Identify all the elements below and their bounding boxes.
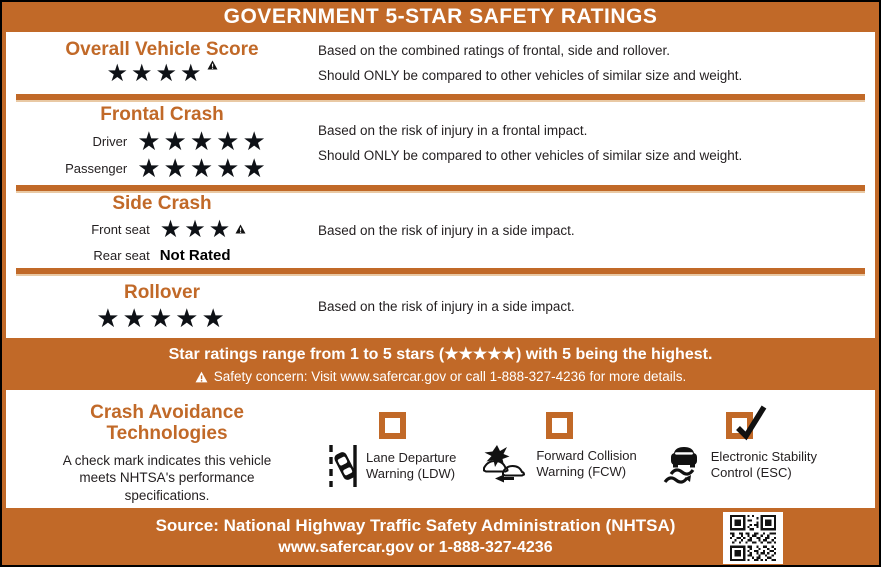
section-divider bbox=[16, 94, 865, 102]
fcw-checkbox bbox=[546, 412, 574, 439]
frontal-rows: Driver ★★★★★ Passenger ★★★★★ bbox=[55, 128, 269, 182]
forward-collision-icon bbox=[483, 445, 526, 483]
overall-stars: ★★★★ bbox=[106, 60, 205, 88]
tech-item-fcw: Forward Collision Warning (FCW) bbox=[482, 412, 637, 508]
warning-triangle-icon bbox=[195, 371, 208, 382]
section-overall-vehicle-score: Overall Vehicle Score ★★★★ Based on the … bbox=[6, 32, 875, 94]
footer-contact-line: www.safercar.gov or 1-888-327-4236 bbox=[278, 539, 553, 556]
section-divider bbox=[16, 185, 865, 193]
frontal-crash-column: Frontal Crash Driver ★★★★★ Passenger ★★★… bbox=[6, 102, 318, 185]
crash-avoidance-panel: Crash Avoidance Technologies A check mar… bbox=[2, 390, 879, 508]
fcw-label-line1: Forward Collision bbox=[536, 447, 637, 463]
rear-seat-rating-row: Rear seat Not Rated bbox=[78, 243, 247, 267]
fcw-label: Forward Collision Warning (FCW) bbox=[536, 448, 636, 481]
section-frontal-crash: Frontal Crash Driver ★★★★★ Passenger ★★★… bbox=[6, 102, 875, 185]
footer-source-line: Source: National Highway Traffic Safety … bbox=[155, 516, 676, 535]
frontal-description: Based on the risk of injury in a frontal… bbox=[318, 102, 875, 185]
side-crash-column: Side Crash Front seat ★★★ Rear seat Not … bbox=[6, 193, 318, 268]
page-title: GOVERNMENT 5-STAR SAFETY RATINGS bbox=[223, 5, 658, 28]
driver-rating-row: Driver ★★★★★ bbox=[55, 128, 269, 155]
section-divider bbox=[16, 268, 865, 276]
lane-departure-icon bbox=[329, 445, 357, 487]
rear-seat-not-rated: Not Rated bbox=[159, 246, 231, 264]
ldw-label: Lane Departure Warning (LDW) bbox=[366, 450, 456, 483]
side-title: Side Crash bbox=[112, 192, 212, 214]
fcw-label-line2: Warning (FCW) bbox=[536, 464, 627, 479]
crash-avoidance-intro: Crash Avoidance Technologies A check mar… bbox=[6, 390, 328, 508]
esc-row: Electronic Stability Control (ESC) bbox=[663, 445, 817, 485]
qr-code-pattern bbox=[730, 515, 776, 561]
driver-stars: ★★★★★ bbox=[137, 126, 269, 157]
check-mark-icon bbox=[736, 405, 767, 441]
footer-source: Source: National Highway Traffic Safety … bbox=[62, 508, 769, 565]
overall-desc-line1: Based on the combined ratings of frontal… bbox=[318, 42, 670, 58]
ldw-row: Lane Departure Warning (LDW) bbox=[328, 445, 456, 487]
tech-item-esc: Electronic Stability Control (ESC) bbox=[663, 405, 817, 508]
stability-control-icon bbox=[663, 447, 697, 484]
rollover-column: Rollover ★★★★★ bbox=[6, 276, 318, 338]
frontal-title: Frontal Crash bbox=[100, 104, 224, 126]
passenger-label: Passenger bbox=[65, 160, 128, 176]
overall-desc-line2: Should ONLY be compared to other vehicle… bbox=[318, 67, 743, 83]
star-ratings-note-band: Star ratings range from 1 to 5 stars (★★… bbox=[2, 338, 879, 390]
footer-band: Source: National Highway Traffic Safety … bbox=[2, 508, 879, 565]
front-seat-stars: ★★★ bbox=[159, 215, 234, 243]
esc-label-line2: Control (ESC) bbox=[710, 465, 792, 480]
rollover-description: Based on the risk of injury in a side im… bbox=[318, 276, 875, 338]
rollover-stars-row: ★★★★★ bbox=[6, 305, 318, 331]
ldw-label-line1: Lane Departure bbox=[366, 449, 457, 465]
overall-stars-row: ★★★★ bbox=[6, 60, 318, 88]
esc-checkbox bbox=[726, 405, 767, 441]
ratings-sections: Overall Vehicle Score ★★★★ Based on the … bbox=[2, 32, 879, 338]
crash-avoidance-note: A check mark indicates this vehicle meet… bbox=[62, 452, 272, 503]
front-seat-rating-row: Front seat ★★★ bbox=[78, 216, 247, 243]
safety-concern-note: Safety concern: Visit www.safercar.gov o… bbox=[195, 369, 686, 384]
fcw-row: Forward Collision Warning (FCW) bbox=[482, 445, 637, 483]
overall-description: Based on the combined ratings of frontal… bbox=[318, 32, 875, 94]
rollover-desc-line1: Based on the risk of injury in a side im… bbox=[318, 299, 575, 315]
frontal-desc-line1: Based on the risk of injury in a frontal… bbox=[318, 123, 588, 139]
technology-list: Lane Departure Warning (LDW) bbox=[328, 390, 875, 508]
overall-score-column: Overall Vehicle Score ★★★★ bbox=[6, 32, 318, 94]
driver-label: Driver bbox=[92, 133, 128, 149]
rear-seat-label: Rear seat bbox=[93, 247, 150, 263]
section-rollover: Rollover ★★★★★ Based on the risk of inju… bbox=[6, 276, 875, 338]
passenger-rating-row: Passenger ★★★★★ bbox=[55, 155, 269, 182]
tech-item-ldw: Lane Departure Warning (LDW) bbox=[328, 412, 456, 508]
header-band: GOVERNMENT 5-STAR SAFETY RATINGS bbox=[2, 2, 879, 32]
esc-label: Electronic Stability Control (ESC) bbox=[711, 449, 817, 482]
ldw-label-line2: Warning (LDW) bbox=[366, 466, 456, 481]
passenger-stars: ★★★★★ bbox=[137, 153, 269, 184]
qr-code bbox=[723, 512, 783, 564]
safety-concern-text: Safety concern: Visit www.safercar.gov o… bbox=[213, 369, 687, 384]
side-desc-line1: Based on the risk of injury in a side im… bbox=[318, 222, 575, 238]
crash-avoidance-title: Crash Avoidance Technologies bbox=[6, 402, 328, 445]
crash-avoidance-title-line1: Crash Avoidance bbox=[90, 402, 244, 423]
ldw-checkbox bbox=[378, 412, 406, 439]
rollover-title: Rollover bbox=[123, 281, 201, 303]
crash-avoidance-title-line2: Technologies bbox=[106, 423, 228, 445]
ratings-range-text: Star ratings range from 1 to 5 stars (★★… bbox=[168, 346, 713, 363]
side-description: Based on the risk of injury in a side im… bbox=[318, 193, 875, 268]
safety-concern-icon bbox=[207, 60, 218, 70]
side-rows: Front seat ★★★ Rear seat Not Rated bbox=[78, 216, 247, 267]
frontal-desc-line2: Should ONLY be compared to other vehicle… bbox=[318, 148, 743, 163]
esc-label-line1: Electronic Stability bbox=[710, 448, 817, 464]
front-seat-label: Front seat bbox=[91, 222, 150, 238]
rollover-stars: ★★★★★ bbox=[96, 303, 228, 334]
safety-concern-icon bbox=[235, 224, 246, 234]
section-side-crash: Side Crash Front seat ★★★ Rear seat Not … bbox=[6, 193, 875, 268]
overall-title: Overall Vehicle Score bbox=[65, 38, 259, 60]
